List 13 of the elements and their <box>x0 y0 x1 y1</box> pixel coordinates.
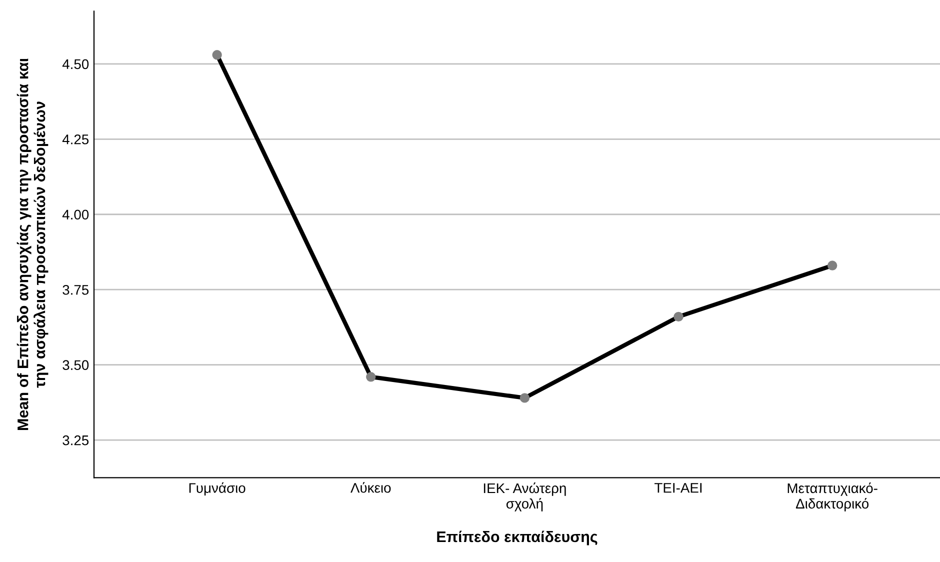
x-axis-title: Επίπεδο εκπαίδευσης <box>437 530 598 546</box>
x-tick-label: Μεταπτυχιακό- Διδακτορικό <box>788 482 878 512</box>
y-tick-label: 3.75 <box>62 284 89 295</box>
y-tick-label: 3.50 <box>62 360 89 370</box>
y-tick-label: 3.25 <box>62 435 89 446</box>
x-tick-label: ΤΕΙ-ΑΕΙ <box>654 483 702 493</box>
y-tick-label: 4.50 <box>62 59 89 70</box>
y-axis-title: Mean of Επίπεδο ανησυχίας για την προστασία και την ασφάλεια προσωπικών δεδομένων <box>16 58 48 430</box>
x-tick-label: Γυμνάσιο <box>189 482 246 496</box>
x-tick-label: ΙΕΚ- Ανώτερη σχολή <box>484 482 566 512</box>
y-tick-label: 4.25 <box>62 134 89 144</box>
x-tick-label: Λύκειο <box>350 482 391 493</box>
y-tick-label: 4.00 <box>62 210 89 220</box>
